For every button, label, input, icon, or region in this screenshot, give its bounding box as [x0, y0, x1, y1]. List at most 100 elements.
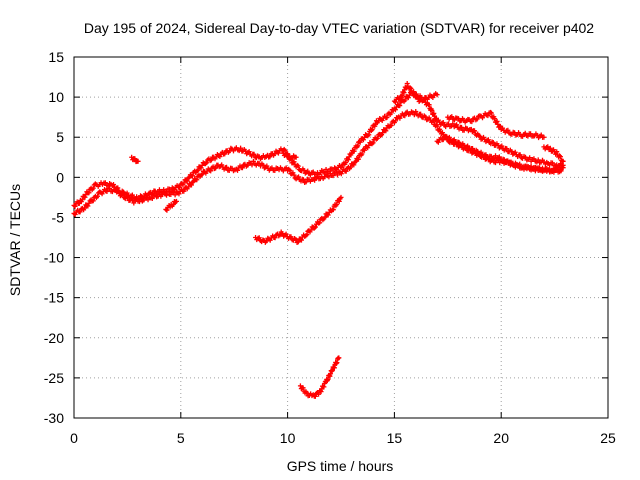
- data-point: [298, 237, 304, 243]
- data-point: [325, 212, 331, 218]
- data-point: [348, 164, 354, 170]
- data-point: [474, 116, 480, 122]
- data-point: [485, 137, 491, 143]
- data-point: [411, 112, 417, 118]
- data-point: [343, 168, 349, 174]
- data-point: [465, 143, 471, 149]
- data-point: [312, 224, 318, 230]
- series-fragment-2-7h: [129, 154, 141, 165]
- data-point: [388, 123, 394, 129]
- data-point: [558, 167, 564, 173]
- data-point: [291, 172, 297, 178]
- data-point: [86, 190, 92, 196]
- data-point: [383, 128, 389, 134]
- data-point: [449, 114, 455, 120]
- data-point: [164, 192, 170, 198]
- data-point: [412, 91, 418, 97]
- data-point: [435, 139, 441, 145]
- data-point: [111, 182, 117, 188]
- series-main-trace-a: [71, 89, 566, 209]
- data-point: [295, 163, 301, 169]
- data-point: [560, 158, 566, 164]
- y-tick-label: 10: [48, 89, 64, 105]
- data-point: [343, 159, 349, 165]
- data-point: [414, 93, 420, 99]
- data-point: [181, 188, 187, 194]
- data-point: [322, 214, 328, 220]
- data-point: [454, 122, 460, 128]
- data-point: [288, 234, 294, 240]
- data-point: [531, 156, 537, 162]
- data-point: [256, 160, 262, 166]
- y-tick-labels: 15 10 5 0 -5 -10 -15 -20 -25 -30: [44, 49, 64, 426]
- y-tick-label: -5: [52, 209, 65, 225]
- y-tick-label: 15: [48, 49, 64, 65]
- data-point: [494, 118, 500, 124]
- data-point: [164, 207, 170, 213]
- data-point: [437, 126, 443, 132]
- y-tick-label: -30: [44, 410, 64, 426]
- data-point: [545, 144, 551, 150]
- data-point: [392, 118, 398, 124]
- data-point: [380, 130, 386, 136]
- data-point: [293, 154, 299, 160]
- data-point: [483, 152, 489, 158]
- data-point: [326, 174, 332, 180]
- data-point: [336, 198, 342, 204]
- data-point: [249, 162, 255, 168]
- data-point: [535, 168, 541, 174]
- data-point: [351, 148, 357, 154]
- data-point: [407, 85, 413, 91]
- data-point: [361, 147, 367, 153]
- data-point: [397, 103, 403, 109]
- data-point: [443, 133, 449, 139]
- y-tick-label: -15: [44, 290, 64, 306]
- data-point: [94, 193, 100, 199]
- x-tick-label: 20: [493, 430, 509, 446]
- data-point: [184, 178, 190, 184]
- data-point: [330, 173, 336, 179]
- data-point: [355, 143, 361, 149]
- data-point: [149, 195, 155, 201]
- data-point: [334, 201, 340, 207]
- data-point: [492, 116, 498, 122]
- data-point: [303, 179, 309, 185]
- data-point: [477, 133, 483, 139]
- data-point: [499, 143, 505, 149]
- data-point: [384, 114, 390, 120]
- data-point: [379, 117, 385, 123]
- data-point: [246, 149, 252, 155]
- data-point: [357, 139, 363, 145]
- x-axis-label: GPS time / hours: [287, 458, 394, 474]
- data-point: [356, 156, 362, 162]
- data-point: [336, 355, 342, 361]
- y-tick-label: -20: [44, 330, 64, 346]
- data-point: [194, 177, 200, 183]
- x-tick-labels: 0 5 10 15 20 25: [70, 430, 616, 446]
- data-point: [176, 191, 182, 197]
- data-point: [222, 151, 228, 157]
- data-point: [510, 160, 516, 166]
- data-point: [517, 152, 523, 158]
- data-point: [199, 171, 205, 177]
- data-point: [408, 85, 414, 91]
- data-point: [359, 151, 365, 157]
- data-point: [406, 92, 412, 98]
- data-point: [321, 384, 327, 390]
- data-point: [351, 162, 357, 168]
- data-point: [190, 173, 196, 179]
- data-point: [345, 157, 351, 163]
- data-point: [115, 188, 121, 194]
- data-point: [283, 231, 289, 237]
- series-mid-track: [253, 194, 344, 245]
- axis-ticks: [73, 56, 609, 419]
- y-tick-label: -25: [44, 370, 64, 386]
- x-tick-label: 10: [280, 430, 296, 446]
- data-point: [129, 192, 135, 198]
- data-point: [426, 102, 432, 108]
- data-point: [493, 153, 499, 159]
- data-point: [368, 128, 374, 134]
- data-point: [185, 184, 191, 190]
- data-point: [338, 194, 344, 200]
